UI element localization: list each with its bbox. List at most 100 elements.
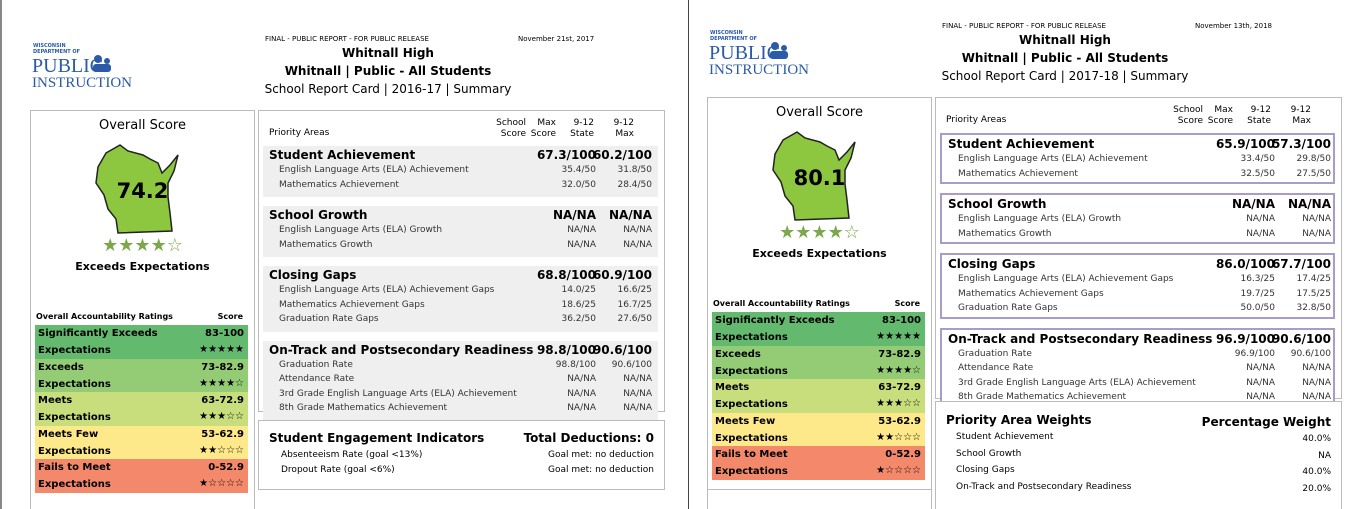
logo-sub: DEPARTMENT OF	[33, 49, 81, 55]
rating-band: Significantly Exceeds Expectations 83-100 ★…	[35, 325, 248, 359]
ratings-header: Score	[894, 299, 920, 308]
report-date: November 21st, 2017	[518, 35, 595, 43]
priority-box: Priority Areas School Score Max Score 9-12 …	[935, 97, 1342, 408]
row-label: Attendance Rate	[279, 374, 355, 384]
row-score: NA/NA	[567, 239, 596, 250]
row-score: NA/NA	[567, 388, 596, 399]
school-name: Whitnall High	[342, 46, 434, 60]
section-state: 90.6/100	[592, 342, 652, 357]
overall-stars: ★★★★☆	[779, 222, 860, 243]
engagement-status: Goal met: no deduction	[547, 465, 654, 475]
rating-range: 0-52.9	[885, 449, 921, 461]
rating-range: 73-82.9	[878, 348, 921, 360]
overall-score: 80.1	[793, 166, 846, 190]
section-state: NA/NA	[608, 208, 652, 222]
rating-stars: ★★★★☆	[876, 364, 921, 376]
rating-band: Meets Few Expectations 53-62.9 ★★☆☆☆	[712, 412, 925, 447]
row-score: NA/NA	[1246, 214, 1275, 224]
rating-stars: ★★☆☆☆	[876, 431, 921, 443]
section-name: Closing Gaps	[269, 268, 357, 282]
rating-band: Meets Expectations 63-72.9 ★★★☆☆	[35, 392, 248, 426]
weight-value: NA	[1318, 450, 1331, 461]
row-state: NA/NA	[1302, 377, 1331, 388]
state-map	[95, 144, 179, 234]
row-state: NA/NA	[623, 239, 652, 250]
rating-label2: Expectations	[715, 399, 788, 411]
row-state: NA/NA	[623, 374, 652, 384]
row-state: NA/NA	[623, 225, 652, 235]
rating-label: Fails to Meet	[715, 449, 788, 461]
section-score: 98.8/100	[536, 342, 596, 357]
row-score: 14.0/25	[561, 285, 596, 295]
column-header: 9-12 Max	[613, 118, 634, 139]
section-state: 90.6/100	[1271, 331, 1331, 346]
column-header: 9-12 Max	[1290, 105, 1311, 126]
priority-section: Student Achievement 67.3/100 60.2/100 Engli…	[263, 146, 658, 197]
rating-band: Meets Few Expectations 53-62.9 ★★☆☆☆	[35, 425, 248, 460]
priority-label: Priority Areas	[946, 115, 1007, 125]
rating-stars: ★★★★★	[199, 344, 244, 355]
row-score: NA/NA	[567, 225, 596, 235]
section-score: NA/NA	[1231, 197, 1275, 211]
priority-section: School Growth NA/NA NA/NA English Language …	[940, 193, 1335, 244]
row-score: NA/NA	[567, 403, 596, 413]
row-label: Mathematics Achievement Gaps	[958, 288, 1104, 299]
overall-rating: Exceeds Expectations	[75, 260, 210, 273]
row-state: 27.5/50	[1296, 168, 1331, 179]
row-label: English Language Arts (ELA) Growth	[279, 225, 443, 235]
section-name: School Growth	[948, 197, 1047, 211]
school-subtitle: Whitnall | Public - All Students	[284, 64, 492, 78]
row-label: 3rd Grade English Language Arts (ELA) Ac…	[279, 388, 517, 399]
overall-box: Overall Score 74.2 ★★★★☆ Exceeds Expectatio…	[30, 110, 255, 509]
engagement-title: Student Engagement Indicators	[269, 431, 485, 445]
ratings-header: Overall Accountability Ratings	[713, 299, 850, 308]
rating-label: Meets	[715, 382, 750, 394]
row-score: 32.0/50	[561, 179, 596, 190]
rating-range: 53-62.9	[878, 415, 921, 427]
section-score: 65.9/100	[1215, 137, 1275, 151]
report-name: School Report Card | 2016-17 | Summary	[264, 82, 512, 96]
weight-value: 40.0%	[1302, 467, 1331, 477]
column-header: 9-12 State	[570, 118, 594, 139]
row-state: 90.6/100	[1290, 348, 1331, 359]
logo-art	[770, 42, 788, 59]
rating-range: 73-82.9	[201, 361, 244, 373]
rating-stars: ★☆☆☆☆	[876, 465, 921, 477]
priority-box: Priority Areas School Score Max Score 9-12 …	[258, 110, 665, 421]
weights-header: Percentage Weight	[1201, 415, 1331, 429]
row-score: 50.0/50	[1240, 303, 1275, 313]
row-label: Graduation Rate	[279, 359, 353, 370]
rating-band: Fails to Meet Expectations 0-52.9 ★☆☆☆☆	[712, 446, 925, 480]
row-score: NA/NA	[1246, 228, 1275, 239]
row-label: English Language Arts (ELA) Achievement …	[958, 274, 1174, 284]
row-label: Graduation Rate Gaps	[958, 303, 1058, 313]
weight-label: Student Achievement	[956, 432, 1054, 442]
row-label: Mathematics Growth	[958, 228, 1052, 239]
row-state: 28.4/50	[617, 179, 652, 190]
overall-title: Overall Score	[98, 118, 186, 133]
row-state: 16.6/25	[617, 285, 652, 295]
priority-section: Student Achievement 65.9/100 57.3/100 Engli…	[940, 133, 1335, 184]
rating-range: 83-100	[882, 315, 921, 326]
row-label: 8th Grade Mathematics Achievement	[279, 403, 448, 413]
section-name: School Growth	[269, 208, 368, 222]
rating-stars: ★★★★★	[876, 331, 921, 342]
engagement-label: Dropout Rate (goal <6%)	[281, 465, 395, 475]
rating-range: 63-72.9	[201, 395, 244, 407]
engagement-label: Absenteeism Rate (goal <13%)	[281, 450, 423, 460]
priority-section: On-Track and Postsecondary Readiness 96.9…	[940, 327, 1335, 408]
row-state: 17.4/25	[1296, 274, 1331, 284]
row-state: 17.5/25	[1296, 288, 1331, 299]
section-name: On-Track and Postsecondary Readiness	[948, 331, 1213, 346]
row-score: 32.5/50	[1240, 168, 1275, 179]
row-label: English Language Arts (ELA) Achievement …	[279, 285, 495, 295]
priority-label: Priority Areas	[269, 128, 330, 138]
rating-label2: Expectations	[715, 432, 788, 444]
row-label: Mathematics Achievement Gaps	[279, 299, 425, 310]
rating-label: Meets Few	[38, 428, 99, 440]
rating-label: Significantly Exceeds	[715, 315, 835, 326]
row-label: Graduation Rate	[958, 348, 1032, 359]
overall-score: 74.2	[116, 179, 169, 203]
row-state: NA/NA	[623, 388, 652, 399]
